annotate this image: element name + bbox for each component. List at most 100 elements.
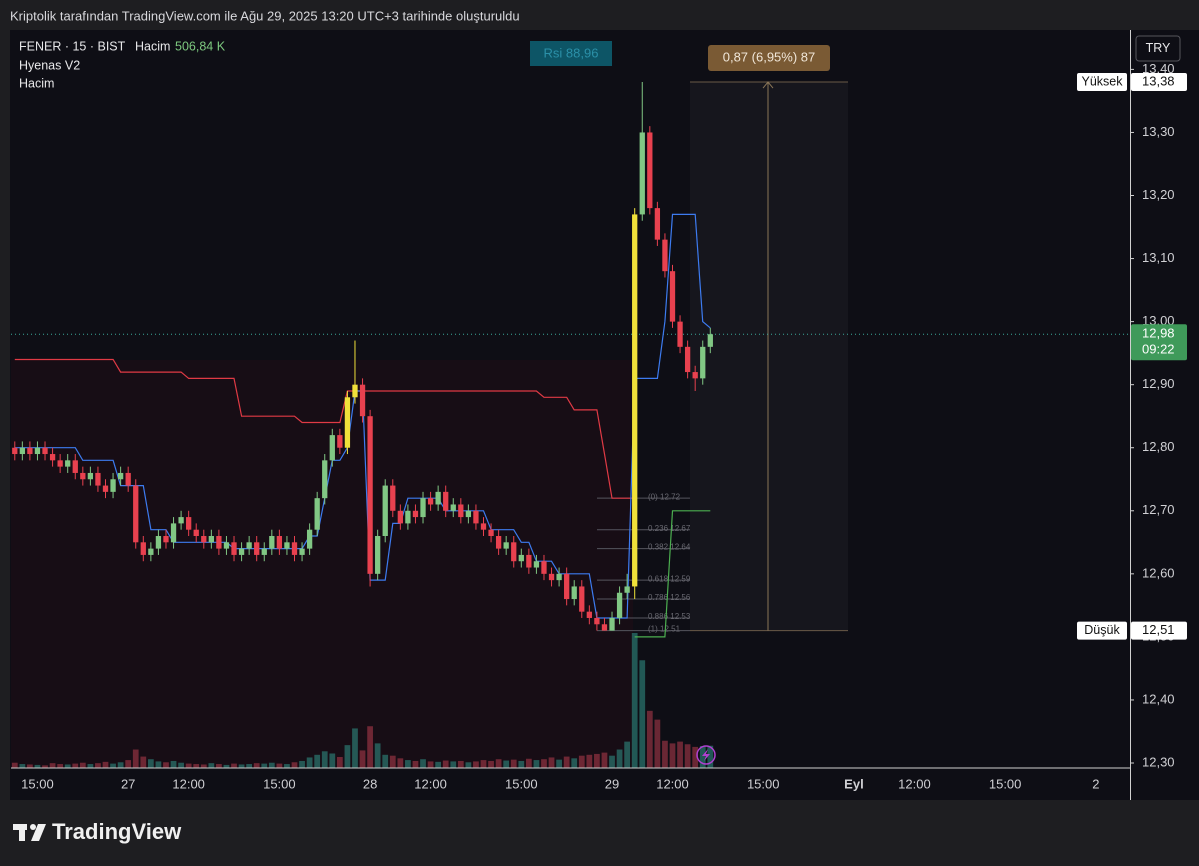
candle-body [594, 617, 600, 625]
volume-bar [11, 762, 18, 768]
candle-body [57, 460, 63, 467]
candle-body [193, 529, 199, 537]
volume-bar [238, 764, 245, 768]
candle-body [314, 498, 320, 530]
rsi-box [530, 41, 612, 66]
candle-body [533, 561, 540, 568]
candle-body [284, 542, 290, 549]
candle-body [579, 586, 585, 612]
candle-body [458, 504, 464, 518]
volume-bar [34, 764, 41, 768]
volume-bar [336, 757, 343, 768]
candle-body [654, 208, 661, 240]
candle-body [700, 346, 706, 379]
volume-bar [231, 763, 237, 768]
candle-body [586, 611, 592, 618]
volume-bar [163, 762, 169, 768]
candle-body [443, 491, 449, 511]
fib-label: 0.236 12.67 [648, 524, 691, 533]
candle-body [344, 397, 351, 448]
volume-bar [344, 745, 351, 768]
logo-mark [30, 824, 36, 830]
fib-label: 0.618 12.59 [648, 574, 691, 583]
brand: TradingView [52, 819, 182, 844]
extreme-value: 13,38 [1142, 73, 1175, 88]
currency-button[interactable] [1135, 35, 1181, 62]
candle-body [564, 573, 570, 600]
volume-bar [677, 741, 683, 768]
volume-bar [276, 763, 283, 768]
x-tick-label: 29 [605, 776, 619, 791]
candle-body [511, 542, 517, 562]
candle-body [435, 491, 441, 505]
y-tick-label: 12,80 [1142, 439, 1175, 454]
x-tick-label: 15:00 [21, 776, 54, 791]
candle-body [276, 536, 283, 549]
volume-bar [140, 756, 147, 768]
candle-layer [12, 82, 713, 631]
event-icon[interactable] [696, 745, 716, 765]
y-tick-label: 13,20 [1142, 187, 1175, 202]
candle-body [548, 573, 555, 581]
volume-bar [246, 764, 253, 768]
candle-body [624, 586, 630, 593]
candle-body [216, 536, 222, 549]
candle-body [155, 536, 162, 549]
volume-bar [533, 760, 540, 768]
x-tick-label: 12:00 [414, 776, 447, 791]
extreme-title-box [1077, 73, 1127, 92]
candle-body [609, 617, 615, 631]
measure-box [690, 82, 848, 631]
y-tick-label: 12,40 [1142, 691, 1175, 706]
volume-bar [314, 754, 321, 768]
volume-bar [306, 757, 313, 768]
candle-body [140, 542, 146, 555]
x-tick-label: 12:00 [172, 776, 205, 791]
volume-bar [125, 760, 132, 768]
caption: Kriptolik tarafından TradingView.com ile… [10, 8, 520, 23]
candle-body [662, 239, 668, 272]
candle-body [201, 536, 207, 543]
fib-label: 0.382 12.64 [648, 543, 691, 552]
candle-body [223, 542, 230, 549]
volume-bar [284, 764, 290, 768]
candle-body [382, 485, 388, 537]
volume-bar [42, 765, 48, 768]
extreme-value-box [1131, 621, 1187, 640]
candle-body [329, 435, 335, 461]
volume-bar [609, 755, 615, 768]
candle-body [412, 510, 419, 518]
countdown: 09:22 [1142, 342, 1175, 357]
candle-body [488, 529, 494, 537]
candle-body [473, 510, 479, 524]
volume-bar [518, 760, 525, 768]
volume-bar [457, 760, 464, 768]
volume-bar [132, 749, 139, 768]
volume-bar [299, 760, 305, 768]
volume-bar [208, 763, 215, 768]
candle-body [87, 472, 94, 480]
x-tick-label: 15:00 [747, 776, 780, 791]
candle-body [337, 435, 343, 448]
volume-bar [435, 761, 442, 768]
candle-body [480, 523, 487, 530]
volume-bar [57, 764, 64, 768]
volume-bar [473, 761, 479, 768]
volume-bar [95, 763, 101, 768]
candle-body [495, 536, 502, 549]
candle-body [72, 460, 78, 473]
candle-body [647, 132, 653, 209]
volume-bar [49, 763, 56, 768]
candle-body [254, 542, 260, 555]
volume-bar [185, 763, 192, 768]
volume-bar [110, 763, 116, 768]
volume-bar [442, 760, 449, 768]
volume-bar [707, 745, 714, 768]
volume-bar [253, 763, 260, 768]
fib-label: (1) 12.51 [648, 625, 681, 634]
currency: TRY [1146, 41, 1171, 55]
volume-bar [27, 764, 33, 768]
volume-bar [503, 760, 510, 768]
candle-body [669, 271, 676, 322]
